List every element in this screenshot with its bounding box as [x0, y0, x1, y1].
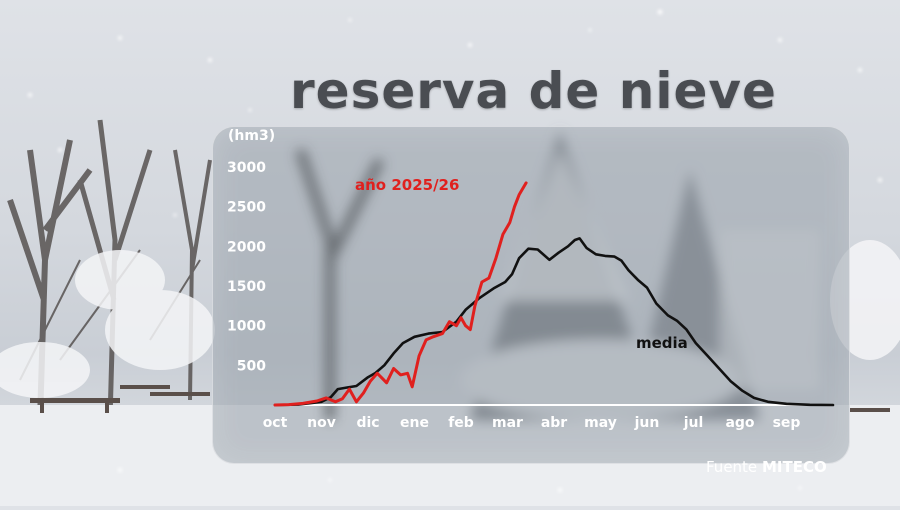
x-tick-label: jul — [683, 415, 704, 431]
snowflakes — [28, 9, 882, 492]
x-tick-label: dic — [356, 415, 379, 431]
x-tick-label: mar — [492, 415, 523, 431]
x-tick-label: oct — [263, 415, 288, 431]
series-line-2025-26 — [273, 181, 528, 407]
chart-panel — [212, 126, 850, 464]
series-label-media: media — [636, 334, 688, 352]
source-org: MITECO — [761, 458, 827, 476]
x-tick-label: sep — [773, 415, 801, 431]
x-tick-label: feb — [448, 415, 474, 431]
x-tick-label: ene — [400, 415, 429, 431]
y-tick-label: 500 — [237, 358, 266, 374]
y-tick-label: 3000 — [227, 160, 266, 176]
x-tick-label: may — [584, 415, 617, 431]
series-label-2025-26: año 2025/26 — [355, 176, 459, 194]
y-tick-label: 2000 — [227, 239, 266, 255]
y-tick-label: 1000 — [227, 319, 266, 335]
chart-title: reserva de nieve — [290, 62, 777, 120]
x-tick-label: abr — [541, 415, 567, 431]
source-credit: Fuente MITECO — [706, 458, 827, 476]
x-tick-label: nov — [307, 415, 336, 431]
source-label: Fuente — [706, 458, 758, 476]
y-axis-label: (hm3) — [228, 128, 275, 144]
x-tick-label: jun — [634, 415, 660, 431]
y-tick-label: 2500 — [227, 200, 266, 216]
x-tick-label: ago — [725, 415, 754, 431]
y-tick-label: 1500 — [227, 279, 266, 295]
series-line-media — [273, 237, 835, 407]
